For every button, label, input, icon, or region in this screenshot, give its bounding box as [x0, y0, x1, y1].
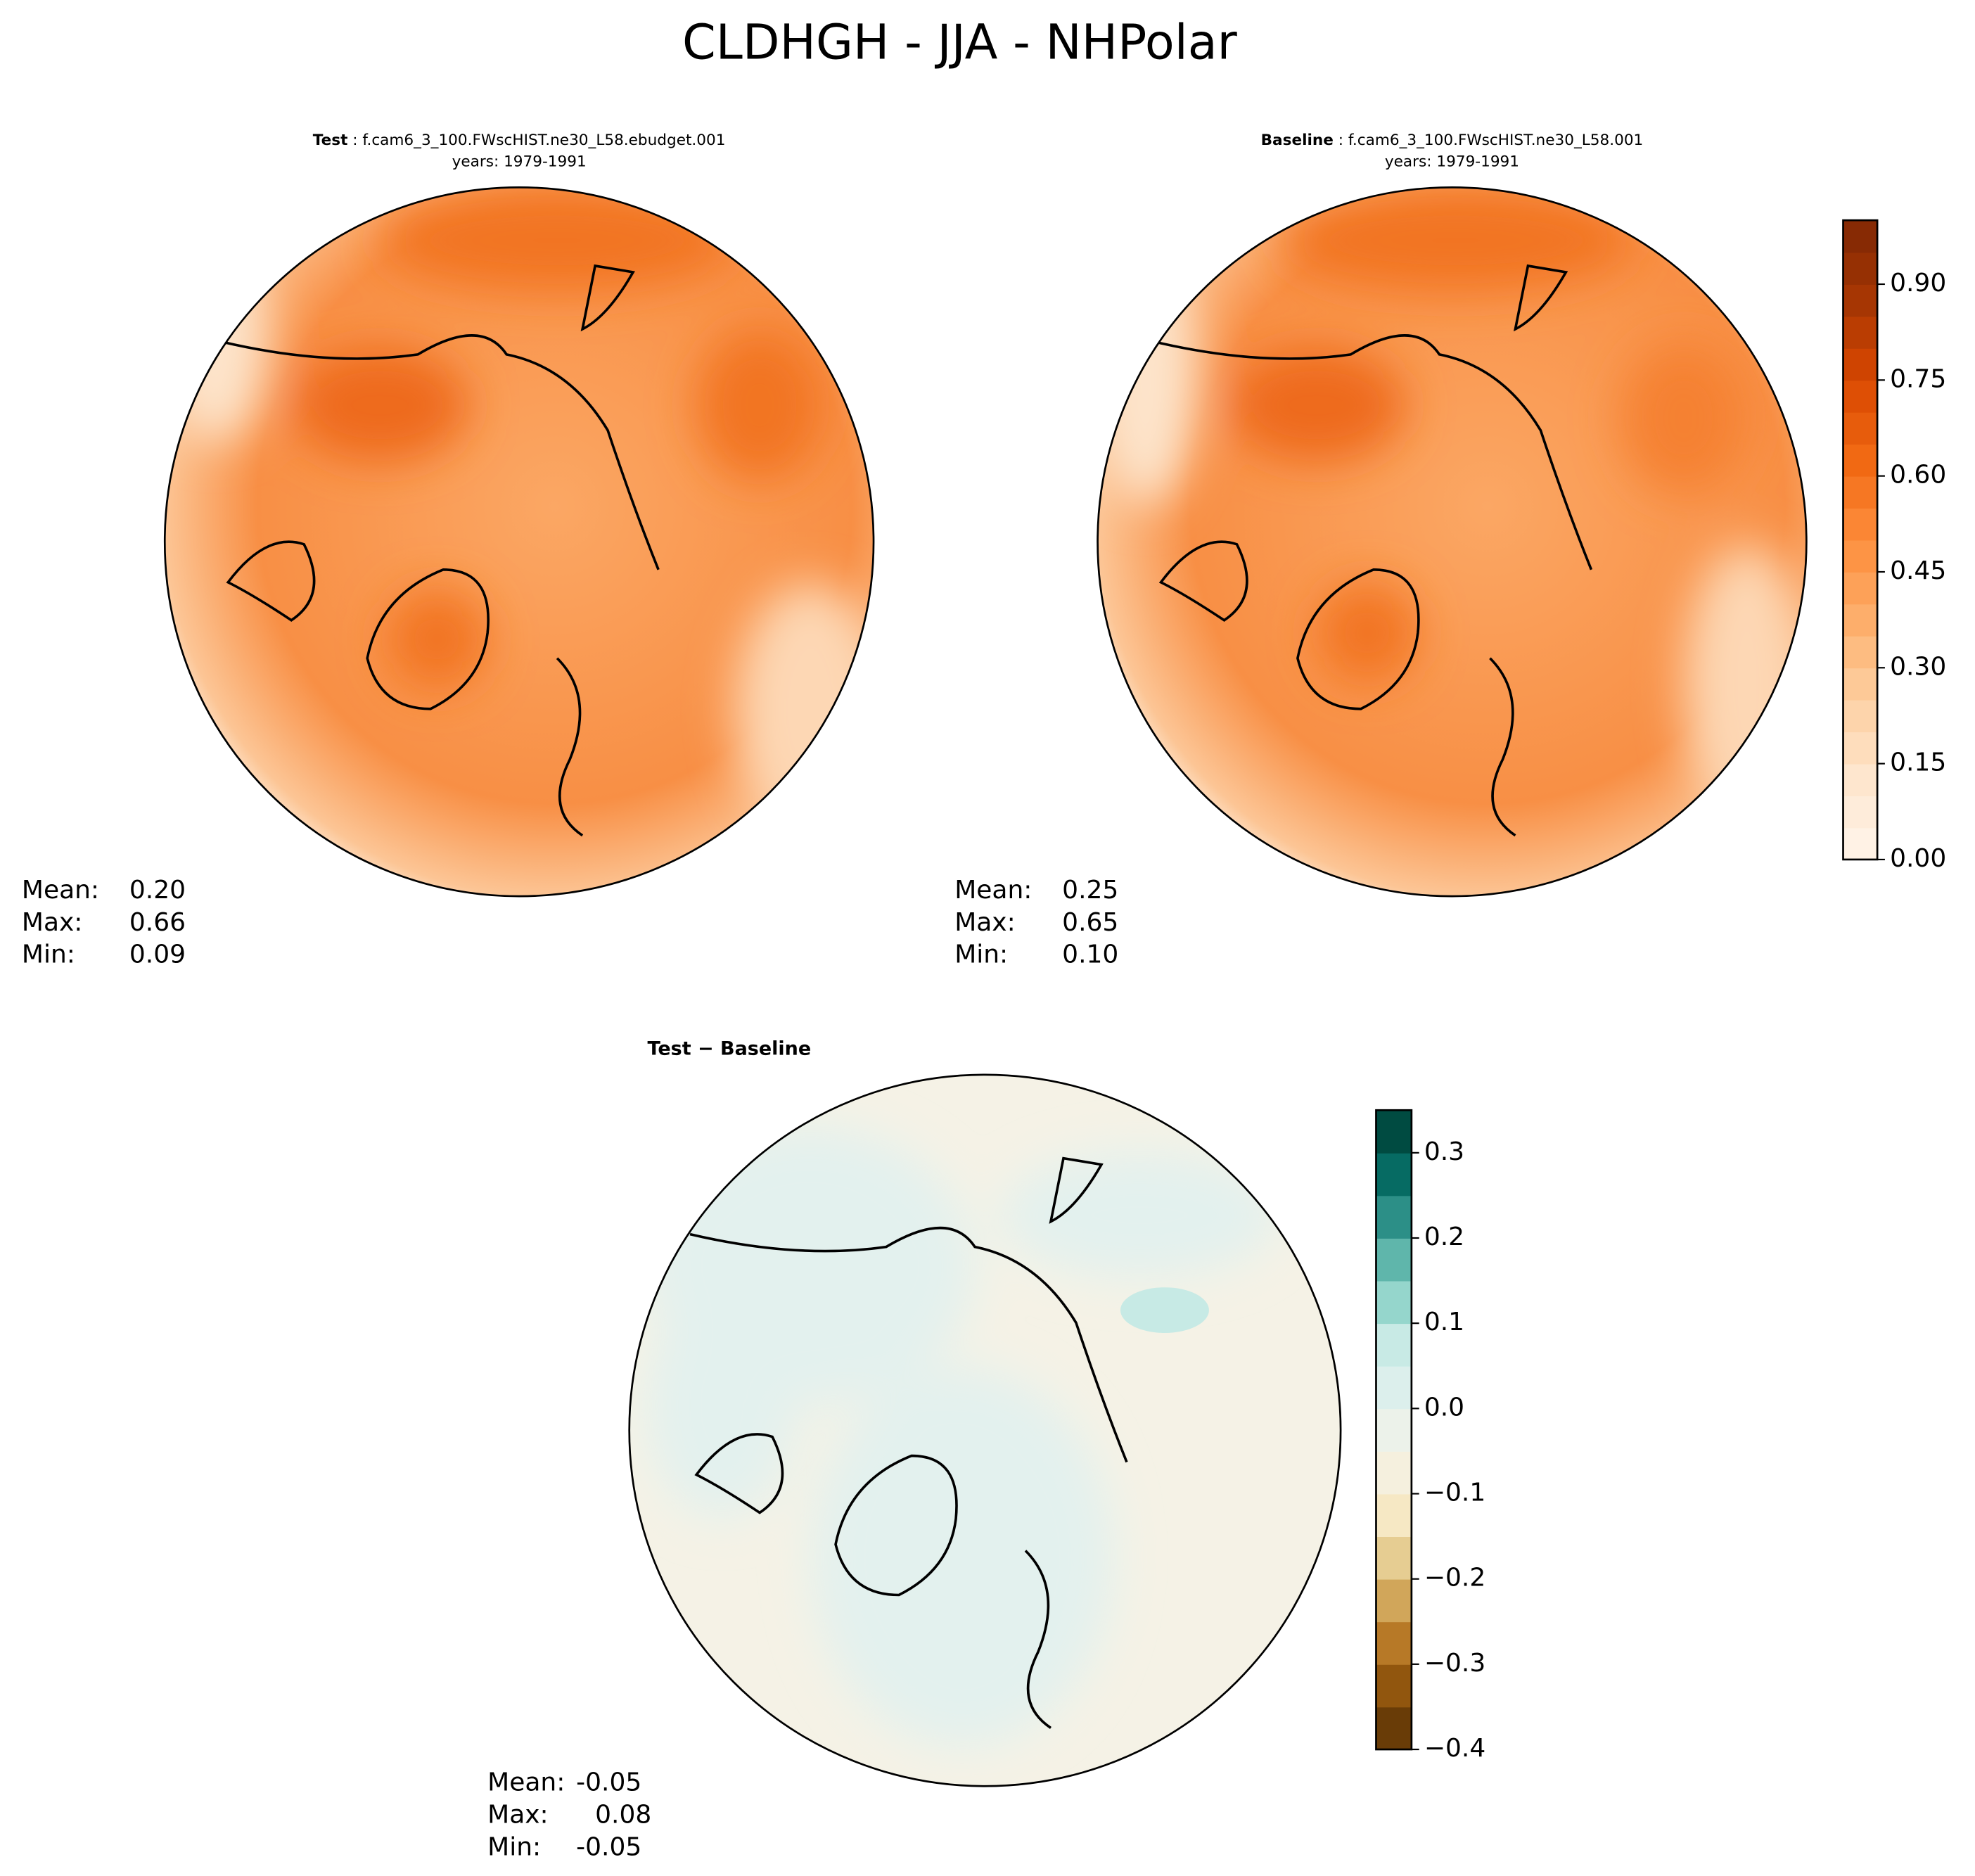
coastline — [221, 264, 660, 837]
colorbar-tick-label: 0.30 — [1890, 652, 1946, 681]
stat-label: Min: — [487, 1832, 541, 1861]
colorbar-band — [1376, 1408, 1412, 1452]
colorbar-tick-label: −0.4 — [1424, 1734, 1485, 1763]
colorbar-band — [1376, 1621, 1412, 1665]
colorbar-band — [1376, 1238, 1412, 1282]
colorbar-band — [1376, 1578, 1412, 1623]
colorbar-tick-label: −0.3 — [1424, 1649, 1485, 1678]
panel-label-bold: Baseline — [1261, 132, 1334, 149]
colorbar-outline — [1375, 1109, 1413, 1751]
panel-years: years: 1979-1991 — [452, 153, 587, 170]
stats: Mean: 0.20 Max: 0.66 Min: 0.09 — [22, 876, 186, 969]
figure-title: CLDHGH - JJA - NHPolar — [682, 15, 1238, 70]
colorbar-tick-label: 0.60 — [1890, 461, 1946, 490]
panel-title: Test : f.cam6_3_100.FWscHIST.ne30_L58.eb… — [313, 132, 726, 149]
colorbar-band — [1843, 668, 1878, 701]
colorbar-band — [1843, 508, 1878, 541]
colorbar-band — [1376, 1365, 1412, 1410]
stat-label: Mean: — [487, 1768, 565, 1797]
stat-label: Mean: — [22, 876, 99, 905]
panel-title: Test − Baseline — [648, 1038, 812, 1059]
panel-label-bold: Test — [313, 132, 348, 149]
map-field — [629, 1074, 1341, 1787]
colorbar-band — [1843, 699, 1878, 733]
map-boundary — [163, 186, 875, 898]
colorbar-band — [1376, 1323, 1412, 1367]
colorbar-band — [1843, 220, 1878, 253]
colorbar-tick-label: 0.1 — [1424, 1308, 1464, 1336]
coastline — [1154, 264, 1593, 837]
colorbar-tick-label: 0.45 — [1890, 556, 1946, 585]
colorbar-band — [1843, 252, 1878, 285]
panel-label: : f.cam6_3_100.FWscHIST.ne30_L58.ebudget… — [347, 132, 725, 149]
colorbar-band — [1843, 827, 1878, 860]
stat-label: Max: — [954, 908, 1016, 937]
colorbar-band — [1843, 604, 1878, 637]
stat-value: -0.05 — [576, 1832, 641, 1861]
colorbar-band — [1843, 284, 1878, 317]
colorbar-band — [1376, 1706, 1412, 1750]
colorbar: −0.4 −0.3 −0.2 −0.1 0.0 0.1 0.2 0.3 — [1375, 1109, 1485, 1763]
stat-value: 0.66 — [129, 908, 186, 937]
colorbar-tick-label: 0.3 — [1424, 1137, 1464, 1166]
panel-label: : f.cam6_3_100.FWscHIST.ne30_L58.001 — [1334, 132, 1643, 149]
stats: Mean: 0.25 Max: 0.65 Min: 0.10 — [954, 876, 1118, 969]
colorbar-tick-label: 0.00 — [1890, 844, 1946, 873]
colorbar-band — [1843, 411, 1878, 445]
map-boundary — [1097, 186, 1808, 898]
colorbar-band — [1376, 1280, 1412, 1325]
colorbar-band — [1843, 540, 1878, 573]
colorbar-band — [1376, 1664, 1412, 1708]
stat-label: Min: — [22, 940, 75, 969]
stat-value: 0.65 — [1062, 908, 1118, 937]
stat-value: 0.20 — [129, 876, 186, 905]
colorbar-band — [1843, 316, 1878, 349]
map-field — [165, 187, 874, 897]
stat-value: 0.08 — [595, 1801, 651, 1830]
colorbar-outline — [1842, 219, 1879, 861]
colorbar-band — [1376, 1450, 1412, 1495]
stat-label: Min: — [954, 940, 1008, 969]
colorbar-tick-label: 0.90 — [1890, 269, 1946, 298]
stat-label: Max: — [22, 908, 83, 937]
map-boundary — [628, 1073, 1342, 1787]
stat-label: Mean: — [954, 876, 1032, 905]
panel-years: years: 1979-1991 — [1385, 153, 1519, 170]
stat-value: -0.05 — [576, 1768, 641, 1797]
colorbar-tick-label: −0.2 — [1424, 1564, 1485, 1593]
panel-title: Baseline : f.cam6_3_100.FWscHIST.ne30_L5… — [1261, 132, 1644, 149]
stat-label: Max: — [487, 1801, 549, 1830]
colorbar-band — [1843, 571, 1878, 605]
coastline — [689, 1156, 1128, 1729]
colorbar-band — [1843, 444, 1878, 477]
colorbar-tick-label: 0.2 — [1424, 1223, 1464, 1251]
colorbar-band — [1843, 476, 1878, 509]
colorbar-band — [1843, 796, 1878, 829]
colorbar-band — [1376, 1152, 1412, 1197]
map-field — [1097, 187, 1807, 897]
colorbar-band — [1843, 635, 1878, 669]
stats: Mean: -0.05 Max: 0.08 Min: -0.05 — [487, 1768, 651, 1862]
colorbar-band — [1843, 347, 1878, 381]
colorbar-band — [1376, 1493, 1412, 1538]
colorbar-tick-label: 0.15 — [1890, 748, 1946, 777]
colorbar-tick-label: 0.0 — [1424, 1393, 1464, 1422]
colorbar: 0.00 0.15 0.30 0.45 0.60 0.75 0.90 — [1842, 219, 1946, 873]
stat-value: 0.09 — [129, 940, 186, 969]
colorbar-band — [1376, 1195, 1412, 1239]
colorbar-band — [1843, 380, 1878, 413]
colorbar-band — [1843, 763, 1878, 796]
stat-value: 0.25 — [1062, 876, 1118, 905]
colorbar-tick-label: 0.75 — [1890, 364, 1946, 393]
colorbar-band — [1843, 732, 1878, 765]
colorbar-band — [1376, 1110, 1412, 1154]
colorbar-band — [1376, 1536, 1412, 1580]
stat-value: 0.10 — [1062, 940, 1118, 969]
colorbar-tick-label: −0.1 — [1424, 1479, 1485, 1507]
